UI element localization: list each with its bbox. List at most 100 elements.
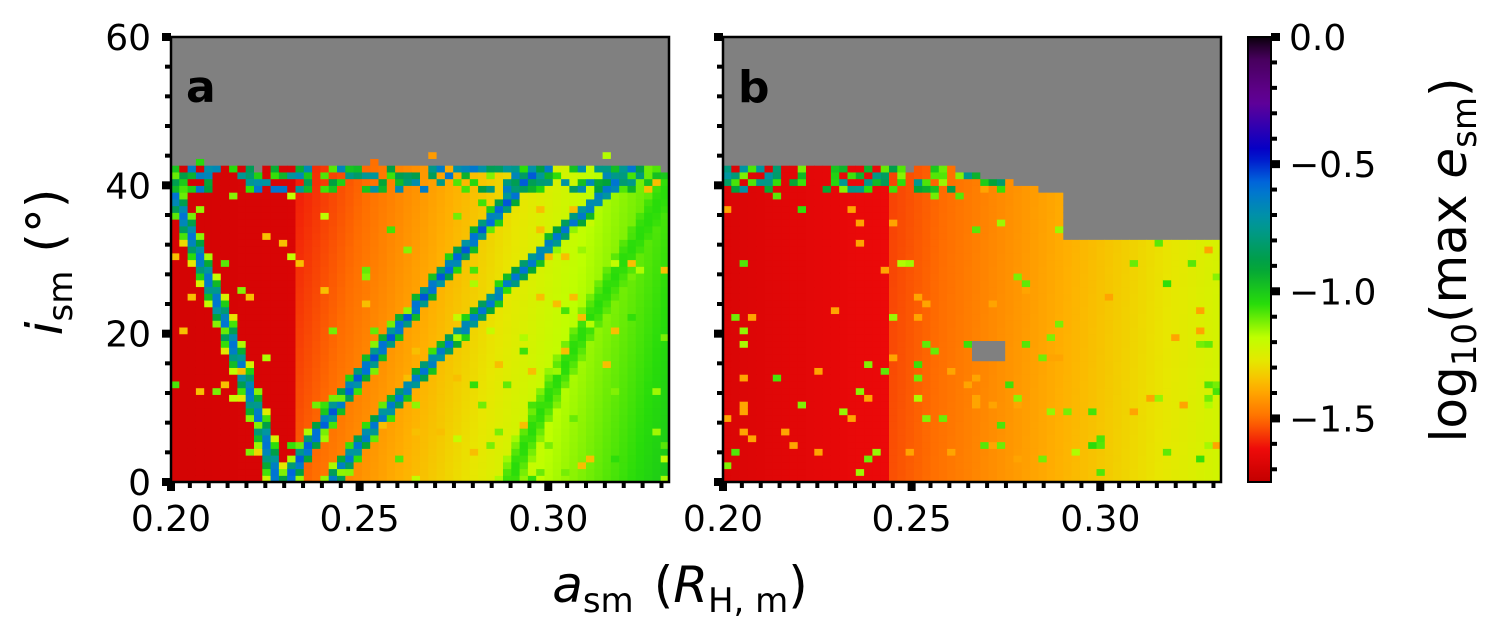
heatmap-cell [361,455,371,463]
heatmap-cell [353,117,363,126]
heatmap-cell [519,428,529,436]
heatmap-cell [527,138,537,146]
heatmap-cell [420,77,429,85]
heatmap-cell [806,468,815,476]
heatmap-cell [353,246,363,254]
heatmap-cell [594,70,604,79]
heatmap-cell [171,286,180,294]
heatmap-cell [723,401,732,409]
heatmap-cell [320,326,330,335]
heatmap-cell [237,63,247,72]
heatmap-cell [822,111,832,119]
heatmap-cell [660,252,669,261]
heatmap-cell [453,225,463,234]
heatmap-cell [839,97,849,106]
heatmap-cell [739,252,749,261]
heatmap-cell [486,192,496,200]
heatmap-cell [295,347,305,355]
heatmap-cell [494,151,504,159]
heatmap-cell [428,380,438,389]
heatmap-cell [195,326,205,335]
heatmap-cell [254,387,263,395]
heatmap-cell [635,97,645,106]
heatmap-cell [345,353,355,362]
heatmap-cell [839,421,849,429]
heatmap-cell [660,84,669,92]
heatmap-cell [428,387,438,395]
heatmap-cell [187,117,197,126]
heatmap-cell [747,347,757,355]
heatmap-cell [660,461,669,470]
heatmap-cell [739,104,749,112]
heatmap-cell [195,158,205,166]
heatmap-cell [395,185,404,193]
heatmap-cell [195,219,205,227]
heatmap-cell [627,117,637,126]
heatmap-cell [644,178,653,186]
heatmap-cell [789,198,799,207]
heatmap-cell [395,151,404,159]
heatmap-cell [723,441,732,449]
heatmap-cell [353,111,363,119]
heatmap-cell [772,239,782,247]
heatmap-cell [652,353,662,362]
heatmap-cell [789,286,799,294]
heatmap-cell [204,394,214,402]
heatmap-cell [627,320,637,328]
heatmap-cell [411,353,421,362]
heatmap-cell [461,326,471,335]
heatmap-cell [469,340,479,348]
heatmap-cell [295,461,305,470]
heatmap-cell [747,165,757,173]
heatmap-cell [303,320,313,328]
heatmap-cell [361,192,371,200]
heatmap-cell [747,171,757,180]
heatmap-cell [220,333,230,342]
heatmap-cell [527,428,537,436]
heatmap-cell [527,407,537,416]
heatmap-cell [494,455,504,463]
heatmap-cell [378,428,388,436]
heatmap-cell [486,158,496,166]
heatmap-cell [781,401,790,409]
heatmap-cell [627,374,637,382]
heatmap-cell [830,414,840,422]
heatmap-cell [361,468,371,476]
heatmap-cell [403,219,413,227]
heatmap-cell [237,90,247,99]
heatmap-cell [789,246,799,254]
heatmap-cell [378,198,388,207]
heatmap-cell [569,246,579,254]
heatmap-cell [478,165,487,173]
heatmap-cell [503,461,512,470]
heatmap-cell [195,185,205,193]
heatmap-cell [486,77,496,85]
heatmap-cell [220,70,230,79]
heatmap-cell [494,286,504,294]
heatmap-cell [187,144,197,153]
heatmap-cell [204,138,214,146]
heatmap-cell [602,448,612,456]
heatmap-cell [287,165,297,173]
heatmap-cell [594,326,604,335]
heatmap-cell [320,293,330,301]
heatmap-cell [270,401,280,409]
heatmap-cell [411,252,421,261]
heatmap-cell [220,272,230,281]
heatmap-cell [577,144,587,153]
heatmap-cell [262,313,272,321]
heatmap-cell [536,367,546,375]
heatmap-cell [320,455,330,463]
heatmap-cell [337,239,346,247]
heatmap-cell [204,84,214,92]
heatmap-cell [772,198,782,207]
heatmap-cell [806,326,815,335]
heatmap-cell [544,117,554,126]
heatmap-cell [544,306,554,315]
heatmap-cell [536,299,546,308]
heatmap-cell [486,333,496,342]
heatmap-cell [723,299,732,308]
heatmap-cell [187,340,197,348]
heatmap-cell [428,43,438,52]
heatmap-cell [254,158,263,166]
